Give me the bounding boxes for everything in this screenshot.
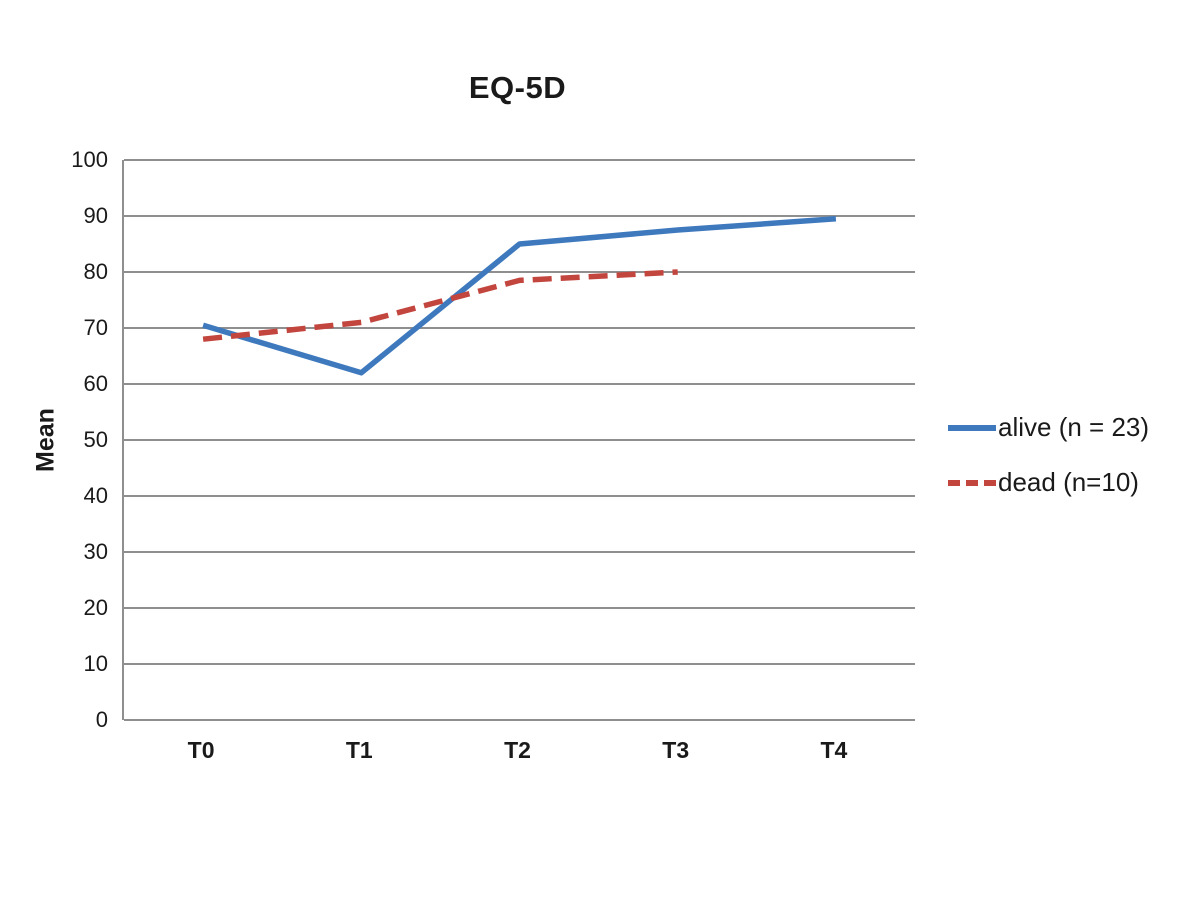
series-line-1 bbox=[202, 269, 678, 342]
x-axis-labels: T0 T1 T2 T3 T4 bbox=[122, 737, 913, 767]
x-tick-label-T1: T1 bbox=[345, 737, 373, 763]
legend: alive (n = 23) dead (n=10) bbox=[948, 412, 1149, 498]
plot-svg bbox=[202, 216, 837, 376]
y-tick-label-60: 60 bbox=[83, 371, 108, 396]
series-line-0 bbox=[202, 216, 837, 376]
y-tick-label-90: 90 bbox=[83, 203, 108, 228]
y-tick-label-100: 100 bbox=[71, 147, 108, 172]
y-tick-label-20: 20 bbox=[83, 595, 108, 620]
gridline-0 bbox=[124, 719, 915, 721]
y-tick-label-30: 30 bbox=[83, 539, 108, 564]
plot-area bbox=[122, 159, 915, 721]
alive-line-swatch bbox=[948, 424, 996, 431]
gridline-50 bbox=[124, 439, 915, 441]
y-tick-label-50: 50 bbox=[83, 427, 108, 452]
x-tick-label-T0: T0 bbox=[187, 737, 215, 763]
y-axis-labels: 0 10 20 30 40 50 60 70 80 90 100 bbox=[0, 147, 108, 732]
gridline-20 bbox=[124, 607, 915, 609]
x-tick-label-T2: T2 bbox=[504, 737, 531, 763]
y-tick-label-10: 10 bbox=[83, 651, 108, 676]
gridline-60 bbox=[124, 383, 915, 385]
y-tick-label-70: 70 bbox=[83, 315, 108, 340]
y-tick-label-40: 40 bbox=[83, 483, 108, 508]
legend-item-alive: alive (n = 23) bbox=[948, 412, 1149, 443]
x-tick-label-T4: T4 bbox=[820, 737, 848, 763]
gridline-80 bbox=[124, 271, 915, 273]
legend-item-dead: dead (n=10) bbox=[948, 467, 1149, 498]
dead-line-swatch bbox=[948, 479, 996, 486]
legend-label-dead: dead (n=10) bbox=[998, 467, 1139, 497]
gridline-10 bbox=[124, 663, 915, 665]
gridline-90 bbox=[124, 215, 915, 217]
gridline-70 bbox=[124, 327, 915, 329]
chart-title: EQ-5D bbox=[468, 70, 567, 105]
y-tick-label-80: 80 bbox=[83, 259, 108, 284]
gridline-30 bbox=[124, 551, 915, 553]
legend-label-alive: alive (n = 23) bbox=[998, 412, 1150, 442]
gridline-40 bbox=[124, 495, 915, 497]
x-tick-label-T3: T3 bbox=[662, 737, 690, 763]
gridline-100 bbox=[124, 159, 915, 161]
y-tick-label-0: 0 bbox=[95, 707, 108, 732]
